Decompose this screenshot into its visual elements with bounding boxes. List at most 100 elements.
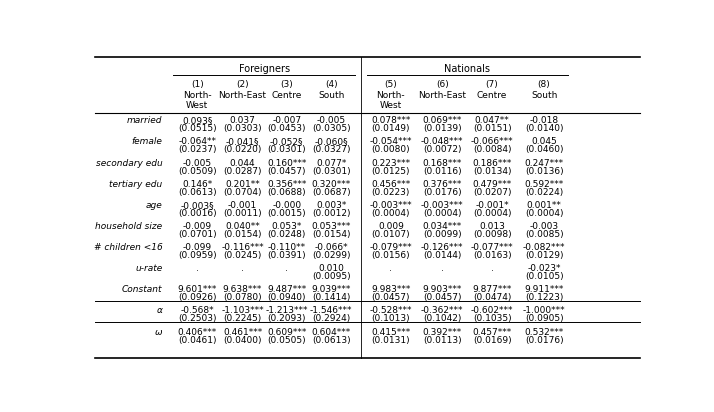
Text: 9.877***: 9.877*** xyxy=(473,285,512,294)
Text: .: . xyxy=(286,264,288,273)
Text: (0.0156): (0.0156) xyxy=(371,251,410,260)
Text: 0.392***: 0.392*** xyxy=(423,328,462,337)
Text: (0.0515): (0.0515) xyxy=(178,124,216,133)
Text: (0.0105): (0.0105) xyxy=(525,272,563,281)
Text: -1.103***: -1.103*** xyxy=(221,307,264,316)
Text: 0.045: 0.045 xyxy=(531,138,557,146)
Text: u-rate: u-rate xyxy=(135,264,162,273)
Text: (0.0474): (0.0474) xyxy=(473,293,511,302)
Text: -0.001*: -0.001* xyxy=(476,201,509,210)
Text: secondary edu: secondary edu xyxy=(96,159,162,168)
Text: tertiary edu: tertiary edu xyxy=(109,180,162,189)
Text: (0.0400): (0.0400) xyxy=(223,335,262,344)
Text: South: South xyxy=(531,91,558,100)
Text: (0.0004): (0.0004) xyxy=(423,209,461,218)
Text: (0.1035): (0.1035) xyxy=(473,314,511,323)
Text: 0.376***: 0.376*** xyxy=(423,180,462,189)
Text: West: West xyxy=(186,101,208,110)
Text: (0.0149): (0.0149) xyxy=(371,124,410,133)
Text: -0.005: -0.005 xyxy=(183,159,212,168)
Text: 0.044: 0.044 xyxy=(230,159,256,168)
Text: -0.018: -0.018 xyxy=(530,116,558,125)
Text: (0.0248): (0.0248) xyxy=(268,230,306,239)
Text: (0.0613): (0.0613) xyxy=(312,335,351,344)
Text: (0.0704): (0.0704) xyxy=(223,188,262,197)
Text: (0.1042): (0.1042) xyxy=(423,314,461,323)
Text: (0.0287): (0.0287) xyxy=(223,166,262,176)
Text: (0.0926): (0.0926) xyxy=(178,293,216,302)
Text: married: married xyxy=(127,116,162,125)
Text: (0.0080): (0.0080) xyxy=(371,145,410,154)
Text: (0.0453): (0.0453) xyxy=(268,124,306,133)
Text: age: age xyxy=(146,201,162,210)
Text: -0.052§: -0.052§ xyxy=(270,138,303,146)
Text: 0.013: 0.013 xyxy=(479,222,505,231)
Text: 9.983***: 9.983*** xyxy=(371,285,411,294)
Text: 9.638***: 9.638*** xyxy=(223,285,262,294)
Text: North-East: North-East xyxy=(418,91,466,100)
Text: ω: ω xyxy=(155,328,162,337)
Text: (0.0245): (0.0245) xyxy=(223,251,262,260)
Text: .: . xyxy=(441,264,443,273)
Text: 0.247***: 0.247*** xyxy=(525,159,563,168)
Text: (0.0154): (0.0154) xyxy=(312,230,351,239)
Text: 0.168***: 0.168*** xyxy=(423,159,462,168)
Text: 9.487***: 9.487*** xyxy=(267,285,306,294)
Text: (0.0011): (0.0011) xyxy=(223,209,262,218)
Text: North-: North- xyxy=(183,91,211,100)
Text: -0.110**: -0.110** xyxy=(268,243,306,252)
Text: -0.079***: -0.079*** xyxy=(370,243,412,252)
Text: (0.0176): (0.0176) xyxy=(525,335,563,344)
Text: 9.601***: 9.601*** xyxy=(178,285,217,294)
Text: 0.186***: 0.186*** xyxy=(473,159,512,168)
Text: (0.0959): (0.0959) xyxy=(178,251,216,260)
Text: (0.0163): (0.0163) xyxy=(473,251,511,260)
Text: 0.456***: 0.456*** xyxy=(371,180,411,189)
Text: (0.0223): (0.0223) xyxy=(372,188,410,197)
Text: -0.099: -0.099 xyxy=(183,243,212,252)
Text: (0.0131): (0.0131) xyxy=(371,335,410,344)
Text: -0.005: -0.005 xyxy=(316,116,346,125)
Text: 0.146*: 0.146* xyxy=(182,180,212,189)
Text: 0.320***: 0.320*** xyxy=(311,180,351,189)
Text: (0.0505): (0.0505) xyxy=(268,335,306,344)
Text: (0.0687): (0.0687) xyxy=(312,188,351,197)
Text: -1.000***: -1.000*** xyxy=(523,307,565,316)
Text: Nationals: Nationals xyxy=(444,64,491,75)
Text: -0.009: -0.009 xyxy=(183,222,212,231)
Text: -0.000: -0.000 xyxy=(272,201,301,210)
Text: -0.064**: -0.064** xyxy=(178,138,216,146)
Text: (0.0136): (0.0136) xyxy=(525,166,563,176)
Text: (0.0154): (0.0154) xyxy=(223,230,262,239)
Text: Centre: Centre xyxy=(477,91,507,100)
Text: 9.039***: 9.039*** xyxy=(311,285,351,294)
Text: -0.602***: -0.602*** xyxy=(471,307,513,316)
Text: -0.003***: -0.003*** xyxy=(370,201,412,210)
Text: 0.093§: 0.093§ xyxy=(182,116,212,125)
Text: (0.0016): (0.0016) xyxy=(178,209,216,218)
Text: (0.2093): (0.2093) xyxy=(268,314,306,323)
Text: 9.903***: 9.903*** xyxy=(423,285,462,294)
Text: (2): (2) xyxy=(236,80,249,89)
Text: 0.609***: 0.609*** xyxy=(267,328,306,337)
Text: (0.0012): (0.0012) xyxy=(312,209,351,218)
Text: (6): (6) xyxy=(436,80,448,89)
Text: -0.041§: -0.041§ xyxy=(226,138,259,146)
Text: (0.0220): (0.0220) xyxy=(223,145,262,154)
Text: 0.604***: 0.604*** xyxy=(311,328,351,337)
Text: 0.356***: 0.356*** xyxy=(267,180,306,189)
Text: (0.0688): (0.0688) xyxy=(268,188,306,197)
Text: 0.047**: 0.047** xyxy=(475,116,510,125)
Text: 0.053***: 0.053*** xyxy=(311,222,351,231)
Text: -0.003***: -0.003*** xyxy=(421,201,463,210)
Text: 0.201**: 0.201** xyxy=(225,180,260,189)
Text: 0.077*: 0.077* xyxy=(316,159,346,168)
Text: (0.0107): (0.0107) xyxy=(371,230,410,239)
Text: .: . xyxy=(241,264,244,273)
Text: (0.1223): (0.1223) xyxy=(525,293,563,302)
Text: -0.568*: -0.568* xyxy=(181,307,214,316)
Text: 0.001**: 0.001** xyxy=(527,201,561,210)
Text: Constant: Constant xyxy=(122,285,162,294)
Text: -0.082***: -0.082*** xyxy=(523,243,565,252)
Text: 9.911***: 9.911*** xyxy=(524,285,564,294)
